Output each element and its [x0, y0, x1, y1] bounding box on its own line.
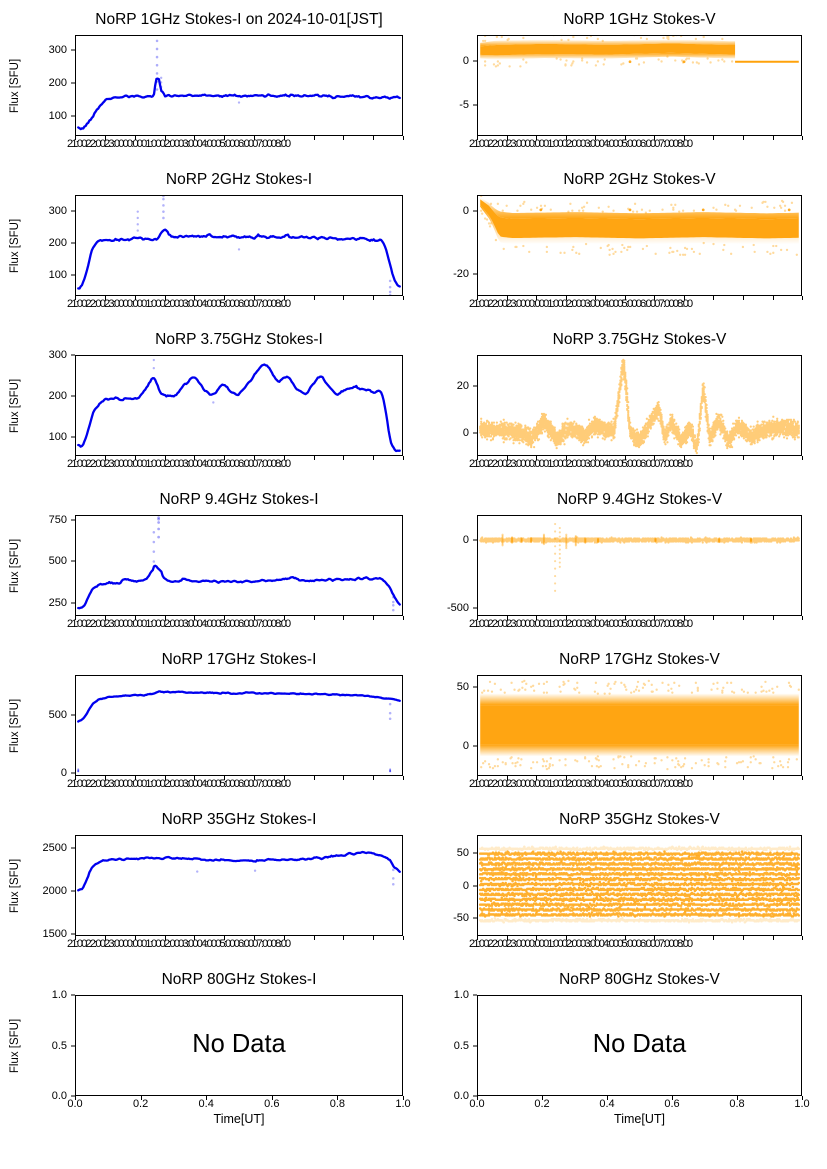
svg-text:No Data: No Data: [593, 1030, 687, 1058]
svg-text:No Data: No Data: [192, 1030, 286, 1058]
